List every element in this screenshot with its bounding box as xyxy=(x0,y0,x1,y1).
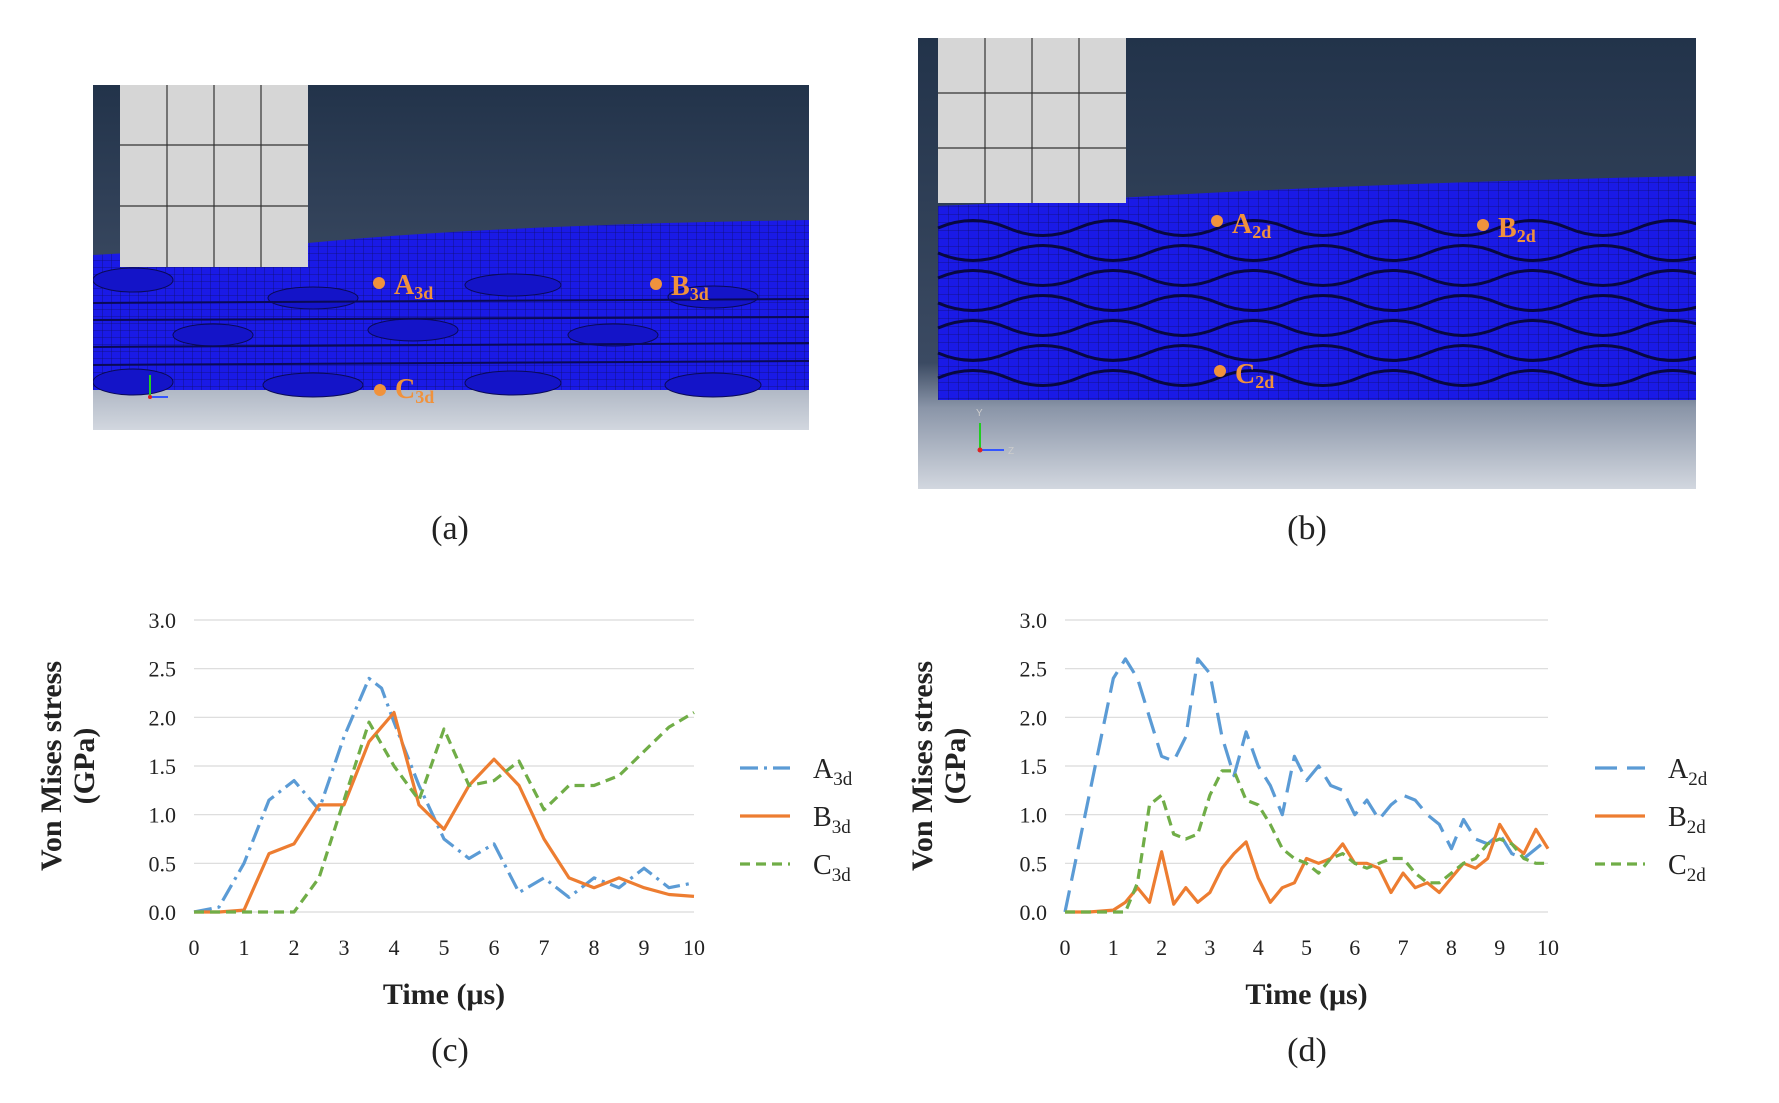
series-line-C3d xyxy=(194,711,695,914)
x-tick-label-d: 7 xyxy=(1398,935,1409,960)
x-tick-label-c: 0 xyxy=(189,935,200,960)
y-tick-label-c: 3.0 xyxy=(149,608,177,633)
x-tick-label-d: 10 xyxy=(1537,935,1559,960)
series-line-C2d xyxy=(1065,769,1548,914)
svg-text:A3d: A3d xyxy=(394,270,433,303)
fea-model-2d-image: Y Z A2d B2d C2d xyxy=(918,38,1696,489)
y-tick-label-c: 1.0 xyxy=(149,803,177,828)
series-line-A3d xyxy=(193,676,695,914)
svg-text:C2d: C2d xyxy=(1235,359,1274,392)
x-axis-label-d: Time (μs) xyxy=(1245,978,1367,1011)
x-tick-label-d: 1 xyxy=(1108,935,1119,960)
x-tick-label-c: 7 xyxy=(539,935,550,960)
y-tick-label-c: 2.5 xyxy=(149,657,177,682)
svg-text:A2d: A2d xyxy=(1232,209,1271,242)
point-marker-A2d: A2d xyxy=(1211,209,1271,242)
x-tick-label-d: 2 xyxy=(1156,935,1167,960)
y-tick-label-d: 1.5 xyxy=(1020,754,1048,779)
x-tick-label-d: 9 xyxy=(1494,935,1505,960)
svg-text:B2d: B2d xyxy=(1498,213,1536,246)
svg-text:Y: Y xyxy=(976,408,983,419)
series-line-B3d xyxy=(194,710,695,914)
series-line-B2d xyxy=(1065,822,1550,914)
fea-model-3d-image: A3d B3d C3d xyxy=(93,85,809,430)
fea-model-3d-panel: A3d B3d C3d xyxy=(93,85,809,430)
series-line-A2d xyxy=(1063,657,1550,913)
legend-label-C2d: C2d xyxy=(1668,850,1706,886)
caption-d: (d) xyxy=(1287,1032,1327,1069)
legend-label-A2d: A2d xyxy=(1668,754,1708,790)
coordinate-triad-icon: Y Z xyxy=(976,408,1014,457)
y-axis-unit-d: (GPa) xyxy=(939,728,972,805)
point-marker-C3d: C3d xyxy=(374,374,434,407)
legend-label-C3d: C3d xyxy=(813,850,851,886)
x-tick-label-d: 5 xyxy=(1301,935,1312,960)
x-tick-label-d: 8 xyxy=(1446,935,1457,960)
y-tick-label-d: 1.0 xyxy=(1020,803,1048,828)
caption-a: (a) xyxy=(431,510,469,547)
y-tick-label-d: 0.5 xyxy=(1020,851,1048,876)
x-tick-label-c: 10 xyxy=(683,935,705,960)
x-tick-label-d: 3 xyxy=(1204,935,1215,960)
x-tick-label-d: 6 xyxy=(1349,935,1360,960)
y-tick-label-c: 2.0 xyxy=(149,705,177,730)
x-tick-label-c: 5 xyxy=(439,935,450,960)
y-tick-label-d: 0.0 xyxy=(1020,900,1048,925)
svg-text:C3d: C3d xyxy=(395,374,434,407)
x-tick-label-c: 3 xyxy=(339,935,350,960)
point-marker-B3d: B3d xyxy=(650,271,709,304)
y-tick-label-c: 0.0 xyxy=(149,900,177,925)
caption-c: (c) xyxy=(431,1032,469,1069)
legend-label-B3d: B3d xyxy=(813,802,851,838)
x-tick-label-c: 4 xyxy=(389,935,400,960)
point-marker-A3d: A3d xyxy=(373,270,433,303)
x-tick-label-c: 6 xyxy=(489,935,500,960)
x-axis-label-c: Time (μs) xyxy=(383,978,505,1011)
x-tick-label-d: 0 xyxy=(1060,935,1071,960)
y-tick-label-d: 3.0 xyxy=(1020,608,1048,633)
x-tick-label-c: 1 xyxy=(239,935,250,960)
y-tick-label-c: 0.5 xyxy=(149,851,177,876)
legend-label-B2d: B2d xyxy=(1668,802,1706,838)
svg-text:Z: Z xyxy=(1008,446,1014,457)
x-tick-label-c: 8 xyxy=(589,935,600,960)
fea-model-2d-panel: Y Z A2d B2d C2d xyxy=(918,38,1696,489)
x-tick-label-c: 2 xyxy=(289,935,300,960)
y-tick-label-c: 1.5 xyxy=(149,754,177,779)
coordinate-triad-icon xyxy=(148,375,168,399)
svg-text:B3d: B3d xyxy=(671,271,709,304)
y-axis-label-d: Von Mises stress xyxy=(906,661,939,871)
x-tick-label-c: 9 xyxy=(639,935,650,960)
y-axis-unit-c: (GPa) xyxy=(68,728,101,805)
point-marker-B2d: B2d xyxy=(1477,213,1536,246)
y-axis-label-c: Von Mises stress xyxy=(35,661,68,871)
legend-label-A3d: A3d xyxy=(813,754,853,790)
x-tick-label-d: 4 xyxy=(1253,935,1264,960)
point-marker-C2d: C2d xyxy=(1214,359,1274,392)
y-tick-label-d: 2.5 xyxy=(1020,657,1048,682)
y-tick-label-d: 2.0 xyxy=(1020,705,1048,730)
caption-b: (b) xyxy=(1287,510,1327,547)
